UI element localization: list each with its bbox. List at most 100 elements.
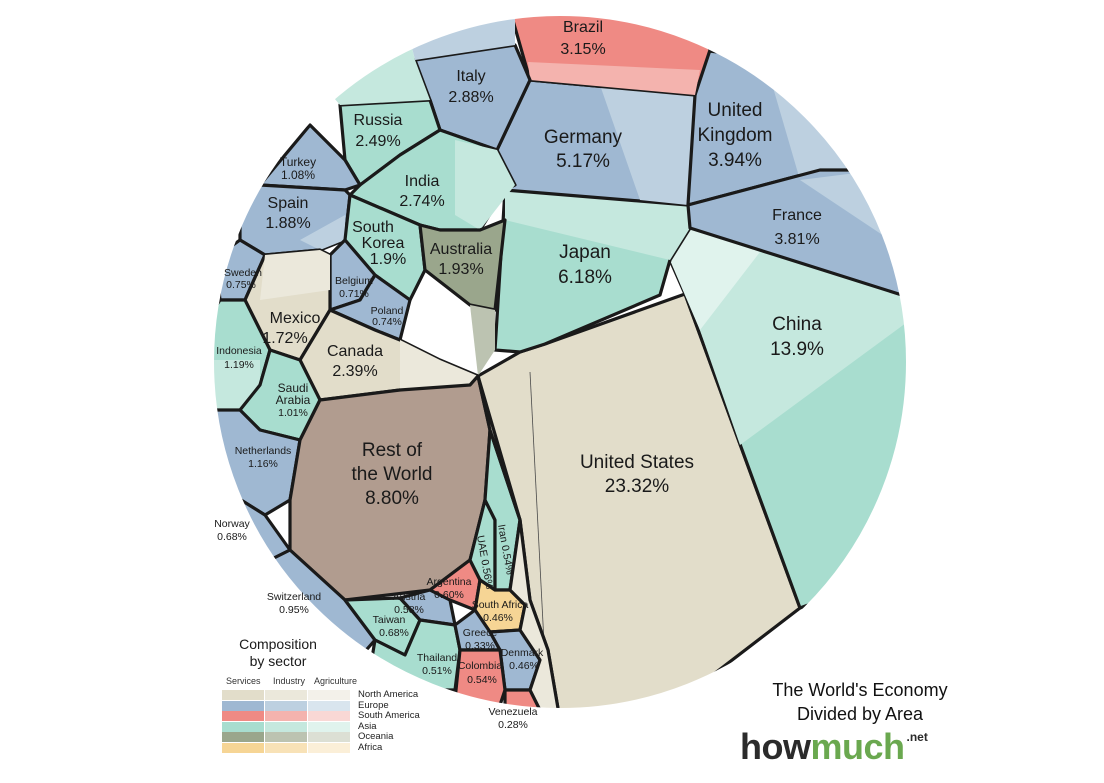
legend-row: [222, 690, 350, 700]
cell-india-industry: [455, 140, 515, 230]
label-row-line1: Rest of: [362, 440, 423, 461]
label-mexico-name: Mexico: [270, 310, 321, 327]
label-norway-name: Norway: [214, 518, 250, 530]
label-china-value: 13.9%: [770, 339, 824, 360]
label-thailand-value: 0.51%: [422, 665, 452, 677]
logo-how: how: [740, 726, 811, 767]
label-netherlands-value: 1.16%: [248, 458, 278, 470]
label-belgium-name: Belgium: [335, 275, 373, 287]
label-belgium-value: 0.71%: [339, 288, 369, 300]
label-france-name: France: [772, 207, 822, 224]
legend-swatch: [308, 711, 350, 721]
label-us-value: 23.32%: [605, 476, 670, 497]
label-netherlands-name: Netherlands: [235, 445, 292, 457]
label-us-name: United States: [580, 452, 694, 473]
legend-title-line2: by sector: [249, 653, 307, 669]
legend-swatch: [308, 732, 350, 742]
label-japan-name: Japan: [559, 242, 611, 263]
label-indonesia-name: Indonesia: [216, 345, 262, 357]
legend-title: Composition by sector: [230, 636, 326, 670]
legend-swatch: [265, 690, 307, 700]
label-brazil-value: 3.15%: [560, 41, 605, 58]
label-brazil-name: Brazil: [563, 19, 603, 36]
label-thailand-name: Thailand: [417, 652, 457, 664]
cell-japan-industry: [505, 190, 690, 260]
label-venezuela-value: 0.28%: [498, 719, 528, 731]
label-japan-value: 6.18%: [558, 267, 612, 288]
label-saudi-line2: Arabia: [276, 393, 311, 407]
cell-australia: [418, 218, 507, 312]
label-norway-value: 0.68%: [217, 531, 247, 543]
legend-region-label: Asia: [358, 720, 377, 732]
legend-swatch: [222, 690, 264, 700]
legend-swatch: [265, 700, 307, 711]
label-indonesia-value: 1.19%: [224, 359, 254, 371]
label-uk-line2: Kingdom: [698, 125, 773, 146]
legend-row: [222, 721, 350, 732]
label-austria-value: 0.58%: [394, 604, 424, 616]
label-uk-value: 3.94%: [708, 150, 762, 171]
legend-swatch: [265, 711, 307, 721]
label-korea-line1: South: [352, 219, 394, 236]
legend-row: [222, 742, 350, 753]
label-argentina-name: Argentina: [427, 576, 472, 588]
label-taiwan-name: Taiwan: [373, 614, 406, 626]
legend-swatch: [308, 721, 350, 732]
cell-spain-industry: [300, 215, 345, 250]
label-australia-value: 1.93%: [438, 261, 483, 278]
logo-much: much: [810, 726, 905, 767]
label-uk-line1: United: [708, 100, 763, 121]
cell-mexico-industry: [260, 250, 330, 300]
legend-row: [222, 711, 350, 721]
cell-germany-industry: [600, 85, 695, 205]
label-denmark-value: 0.46%: [509, 660, 539, 672]
legend-col-agriculture: Agriculture: [314, 676, 358, 686]
label-canada-value: 2.39%: [332, 363, 377, 380]
label-greece-name: Greece: [463, 627, 498, 639]
label-india-value: 2.74%: [399, 193, 444, 210]
label-row-value: 8.80%: [365, 488, 419, 509]
cell-russia-industry: [310, 20, 430, 105]
legend-row: [222, 732, 350, 742]
cell-china-agri: [670, 228, 760, 330]
label-turkey-name: Turkey: [280, 155, 316, 169]
label-austria-name: Austria: [393, 591, 426, 603]
legend-swatch: [308, 690, 350, 700]
label-spain-value: 1.88%: [265, 215, 310, 232]
label-poland-value: 0.74%: [372, 316, 402, 328]
legend-region-label: Oceania: [358, 731, 394, 742]
label-germany-name: Germany: [544, 127, 623, 148]
legend-region-label: Europe: [358, 699, 389, 711]
label-korea-line2: Korea: [362, 235, 405, 252]
cell-brazil-industry: [528, 62, 700, 95]
legend-swatch: [308, 742, 350, 753]
legend-swatch: [222, 711, 264, 721]
cell-north-america-sliver: [476, 374, 562, 709]
label-spain-name: Spain: [268, 195, 309, 212]
label-france-value: 3.81%: [774, 231, 819, 248]
legend-swatch: [222, 742, 264, 753]
label-sweden-value: 0.75%: [226, 279, 256, 291]
outer-circle: [212, 14, 908, 710]
cell-canada-industry: [400, 340, 478, 390]
chart-title: The World's Economy Divided by Area: [740, 678, 980, 726]
label-australia-name: Australia: [430, 241, 492, 258]
label-greece-value: 0.33%: [465, 640, 495, 652]
legend-swatch: [265, 721, 307, 732]
legend-swatch: [222, 721, 264, 732]
label-south-africa-value: 0.46%: [483, 612, 513, 624]
label-denmark-name: Denmark: [501, 647, 544, 659]
label-south-africa-name: South Africa: [472, 599, 529, 611]
label-colombia-name: Colombia: [458, 660, 503, 672]
label-sweden-name: Sweden: [224, 267, 262, 279]
label-mexico-value: 1.72%: [262, 330, 307, 347]
howmuch-logo: howmuch .net: [740, 726, 970, 770]
label-saudi-value: 1.01%: [278, 407, 308, 419]
legend-title-line1: Composition: [239, 636, 317, 652]
label-saudi-line1: Saudi: [278, 381, 309, 395]
label-colombia-value: 0.54%: [467, 674, 497, 686]
legend-swatch: [222, 700, 264, 711]
chart-title-line2: Divided by Area: [796, 704, 924, 724]
